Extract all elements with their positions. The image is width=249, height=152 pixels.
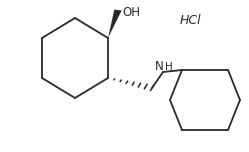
Polygon shape bbox=[108, 10, 122, 38]
Text: H: H bbox=[165, 62, 173, 72]
Text: OH: OH bbox=[122, 6, 140, 19]
Text: N: N bbox=[155, 60, 164, 73]
Text: HCl: HCl bbox=[180, 14, 202, 27]
